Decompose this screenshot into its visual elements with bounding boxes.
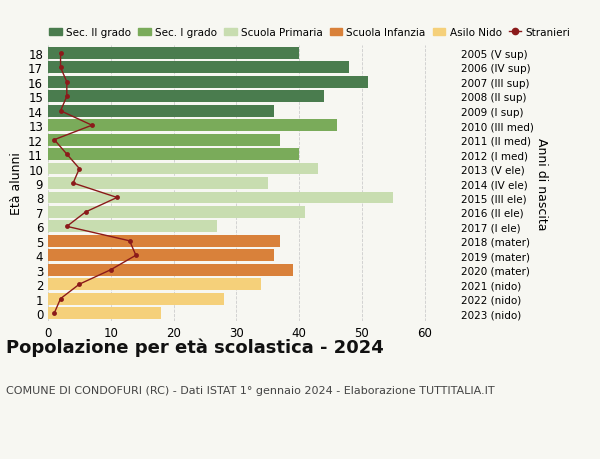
Text: COMUNE DI CONDOFURI (RC) - Dati ISTAT 1° gennaio 2024 - Elaborazione TUTTITALIA.: COMUNE DI CONDOFURI (RC) - Dati ISTAT 1°…: [6, 386, 494, 396]
Bar: [48, 221, 217, 233]
Bar: [48, 134, 280, 146]
Bar: [48, 48, 299, 60]
Bar: [48, 91, 324, 103]
Bar: [48, 163, 318, 175]
Bar: [48, 120, 337, 132]
Bar: [48, 235, 280, 247]
Bar: [48, 250, 274, 262]
Bar: [48, 149, 299, 161]
Y-axis label: Età alunni: Età alunni: [10, 152, 23, 215]
Bar: [48, 308, 161, 319]
Bar: [48, 293, 224, 305]
Bar: [48, 178, 268, 190]
Bar: [48, 279, 262, 291]
Y-axis label: Anni di nascita: Anni di nascita: [535, 137, 548, 230]
Text: Popolazione per età scolastica - 2024: Popolazione per età scolastica - 2024: [6, 337, 384, 356]
Bar: [48, 106, 274, 118]
Bar: [48, 62, 349, 74]
Bar: [48, 264, 293, 276]
Bar: [48, 207, 305, 218]
Bar: [48, 192, 393, 204]
Bar: [48, 77, 368, 89]
Legend: Sec. II grado, Sec. I grado, Scuola Primaria, Scuola Infanzia, Asilo Nido, Stran: Sec. II grado, Sec. I grado, Scuola Prim…: [49, 28, 571, 38]
